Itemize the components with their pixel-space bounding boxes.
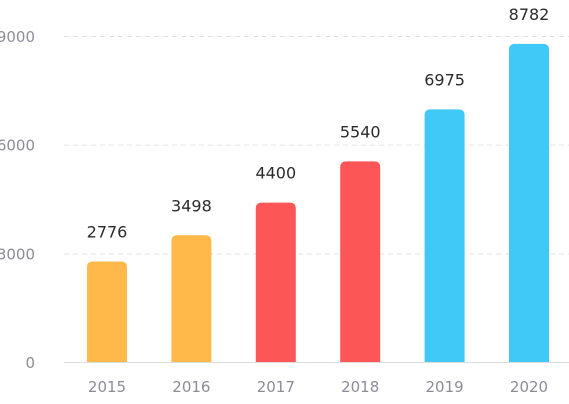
x-tick-label-2016: 2016 xyxy=(172,378,210,396)
bar-2019 xyxy=(424,109,465,362)
bar-2020 xyxy=(509,43,549,362)
x-tick-label-2017: 2017 xyxy=(257,378,295,396)
bar-2018 xyxy=(340,161,381,362)
data-label-2015: 2776 xyxy=(87,222,128,241)
x-axis-tick-layer: 2015 2016 2017 2018 2019 2020 xyxy=(88,378,548,396)
data-label-layer: 2776 3498 4400 5540 6975 8782 xyxy=(87,5,550,242)
data-label-2020: 8782 xyxy=(509,5,550,24)
y-tick-label: 9000 xyxy=(0,28,35,46)
y-tick-label: 0 xyxy=(25,354,35,372)
data-label-2018: 5540 xyxy=(340,122,381,141)
data-label-2019: 6975 xyxy=(424,70,465,89)
bar-2017 xyxy=(255,202,296,362)
x-tick-label-2015: 2015 xyxy=(88,378,126,396)
y-tick-label: 6000 xyxy=(0,137,35,155)
bar-2016 xyxy=(171,235,212,362)
data-label-2017: 4400 xyxy=(255,164,296,183)
grid-layer xyxy=(64,36,569,363)
x-tick-label-2018: 2018 xyxy=(341,378,379,396)
y-tick-label: 3000 xyxy=(0,245,35,263)
x-tick-label-2020: 2020 xyxy=(510,378,548,396)
y-axis-tick-layer: 0 3000 6000 9000 xyxy=(0,28,35,372)
bar-layer xyxy=(87,43,549,362)
x-tick-label-2019: 2019 xyxy=(426,378,464,396)
data-label-2016: 3498 xyxy=(171,196,212,215)
bar-2015 xyxy=(87,261,127,362)
